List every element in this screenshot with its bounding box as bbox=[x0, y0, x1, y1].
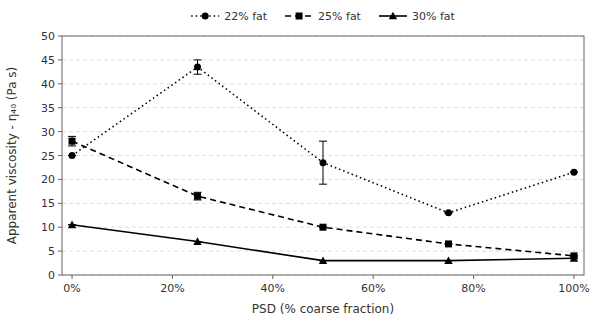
y-tick bbox=[58, 275, 62, 276]
x-tick bbox=[272, 275, 273, 279]
y-tick bbox=[58, 107, 62, 108]
error-bar bbox=[194, 192, 202, 200]
series bbox=[68, 221, 578, 264]
data-point bbox=[320, 224, 327, 231]
y-tick-label: 20 bbox=[41, 173, 55, 186]
legend-marker bbox=[296, 13, 303, 20]
chart: 0 5 10 15 20 25 30 35 40 45 50 0% 20% 40% 60% 80% 100% PS… bbox=[0, 0, 600, 321]
data-point bbox=[69, 138, 76, 145]
data-point bbox=[319, 256, 327, 264]
y-tick-label: 0 bbox=[48, 269, 55, 282]
series-line bbox=[72, 67, 574, 213]
error-cap bbox=[319, 184, 327, 185]
x-tick bbox=[573, 275, 574, 279]
grid-line bbox=[62, 59, 584, 60]
grid bbox=[62, 36, 584, 275]
y-tick-label: 5 bbox=[48, 245, 55, 258]
x-tick-label: 20% bbox=[160, 282, 184, 295]
data-point bbox=[193, 237, 201, 245]
data-point bbox=[68, 221, 76, 229]
error-cap bbox=[68, 145, 76, 146]
y-tick bbox=[58, 227, 62, 228]
series-line bbox=[72, 225, 574, 261]
y-tick-label: 40 bbox=[41, 78, 55, 91]
x-tick bbox=[373, 275, 374, 279]
legend: 22% fat 25% fat 30% fat bbox=[191, 10, 455, 23]
legend-marker bbox=[202, 13, 209, 20]
error-cap bbox=[319, 141, 327, 142]
y-tick bbox=[58, 251, 62, 252]
y-tick bbox=[58, 83, 62, 84]
error-bar bbox=[194, 60, 202, 74]
data-point bbox=[194, 193, 201, 200]
plot-frame bbox=[62, 36, 584, 275]
y-tick-label: 35 bbox=[41, 102, 55, 115]
grid-line bbox=[62, 83, 584, 84]
y-tick-label: 30 bbox=[41, 126, 55, 139]
x-tick-label: 100% bbox=[558, 282, 589, 295]
grid-line bbox=[62, 203, 584, 204]
x-axis-label: PSD (% coarse fraction) bbox=[252, 302, 394, 316]
y-tick bbox=[58, 203, 62, 204]
y-tick-label: 15 bbox=[41, 197, 55, 210]
data-point bbox=[320, 159, 327, 166]
error-bar bbox=[68, 136, 76, 146]
x-tick bbox=[72, 275, 73, 279]
y-tick bbox=[58, 131, 62, 132]
x-axis: 0% 20% 40% 60% 80% 100% bbox=[63, 275, 589, 295]
x-tick-label: 0% bbox=[63, 282, 80, 295]
error-cap bbox=[68, 136, 76, 137]
data-point bbox=[445, 209, 452, 216]
data-point bbox=[69, 152, 76, 159]
y-tick-label: 25 bbox=[41, 150, 55, 163]
series bbox=[68, 136, 578, 259]
y-tick bbox=[58, 59, 62, 60]
data-point bbox=[194, 64, 201, 71]
y-tick bbox=[58, 36, 62, 37]
data-point bbox=[570, 169, 577, 176]
y-axis-label: Apparent viscosity - η₄₀ (Pa s) bbox=[5, 67, 19, 244]
x-tick bbox=[172, 275, 173, 279]
data-point bbox=[445, 240, 452, 247]
data-point bbox=[570, 254, 578, 262]
x-tick-label: 40% bbox=[261, 282, 285, 295]
data-point bbox=[444, 256, 452, 264]
grid-line bbox=[62, 251, 584, 252]
legend-item: 30% fat bbox=[379, 10, 456, 23]
series-line bbox=[72, 141, 574, 256]
error-cap bbox=[194, 74, 202, 75]
x-tick-label: 80% bbox=[461, 282, 485, 295]
y-axis: 0 5 10 15 20 25 30 35 40 45 50 bbox=[41, 30, 62, 282]
legend-item: 22% fat bbox=[191, 10, 268, 23]
series bbox=[68, 60, 578, 216]
y-tick-label: 45 bbox=[41, 54, 55, 67]
y-tick-label: 50 bbox=[41, 30, 55, 43]
legend-label: 30% fat bbox=[412, 10, 456, 23]
legend-label: 25% fat bbox=[318, 10, 362, 23]
x-tick-label: 60% bbox=[361, 282, 385, 295]
error-cap bbox=[194, 59, 202, 60]
grid-line bbox=[62, 131, 584, 132]
x-tick bbox=[473, 275, 474, 279]
y-tick-label: 10 bbox=[41, 221, 55, 234]
legend-item: 25% fat bbox=[285, 10, 362, 23]
error-bar bbox=[319, 141, 327, 184]
plot-area bbox=[68, 60, 578, 264]
legend-label: 22% fat bbox=[224, 10, 268, 23]
y-tick bbox=[58, 179, 62, 180]
legend-marker bbox=[389, 12, 397, 20]
y-tick bbox=[58, 155, 62, 156]
grid-line bbox=[62, 107, 584, 108]
